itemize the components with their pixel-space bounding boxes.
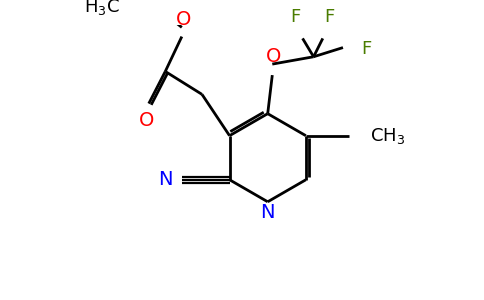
Text: F: F xyxy=(290,8,301,26)
Text: F: F xyxy=(362,40,372,58)
Text: O: O xyxy=(266,47,281,66)
Text: F: F xyxy=(324,8,334,26)
Text: CH$_3$: CH$_3$ xyxy=(370,126,405,146)
Text: H$_3$C: H$_3$C xyxy=(84,0,120,17)
Text: N: N xyxy=(260,203,275,222)
Text: O: O xyxy=(139,111,154,130)
Text: N: N xyxy=(158,170,173,189)
Text: O: O xyxy=(176,10,191,29)
